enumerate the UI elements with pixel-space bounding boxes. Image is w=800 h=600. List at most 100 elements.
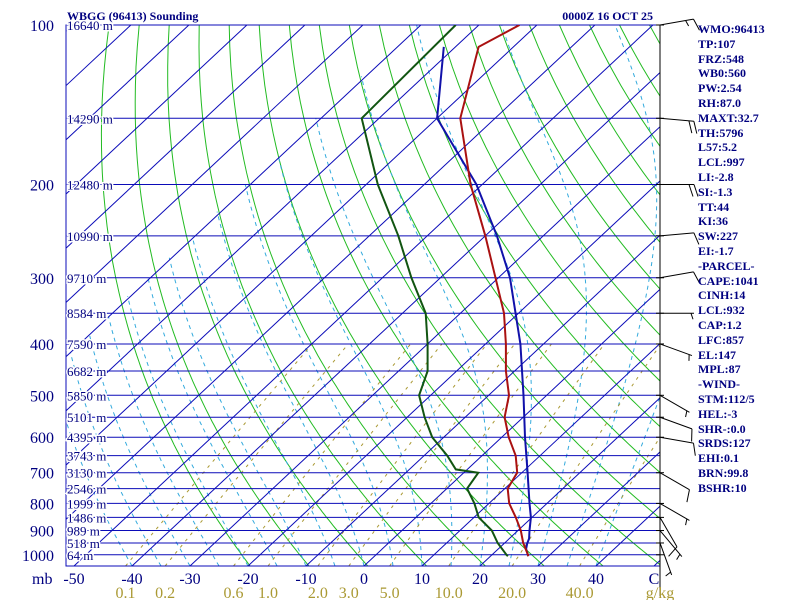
sounding-title: WBGG (96413) Sounding bbox=[67, 9, 198, 23]
mixing-ratio-label: 0.6 bbox=[224, 585, 244, 600]
dry-adiabat bbox=[167, 25, 369, 566]
height-label: 10990 m bbox=[67, 229, 113, 244]
pressure-label: 400 bbox=[30, 337, 54, 354]
moist-adiabat bbox=[315, 118, 453, 566]
wind-barb bbox=[656, 183, 699, 197]
height-label: 64 m bbox=[67, 548, 93, 563]
height-label: 7590 m bbox=[67, 337, 106, 352]
moist-adiabat bbox=[595, 395, 660, 566]
temperature-tick-label: -50 bbox=[63, 571, 84, 588]
pressure-unit-label: mb bbox=[32, 571, 52, 588]
moist-adiabat bbox=[191, 235, 336, 566]
dry-adiabat bbox=[258, 25, 545, 566]
height-label: 518 m bbox=[67, 536, 100, 551]
wind-barb bbox=[656, 502, 690, 526]
pressure-label: 500 bbox=[30, 388, 54, 405]
moist-adiabat bbox=[70, 352, 162, 566]
pressure-label: 600 bbox=[30, 430, 54, 447]
sounding-index: EHI:0.1 bbox=[698, 451, 740, 466]
wind-barb bbox=[656, 312, 694, 320]
dry-adiabat bbox=[498, 25, 660, 290]
height-label: 8584 m bbox=[67, 306, 106, 321]
sounding-index: -PARCEL- bbox=[698, 258, 755, 273]
temperature-tick-label: -20 bbox=[237, 571, 258, 588]
wind-barb bbox=[656, 436, 696, 456]
mixing-ratio-line bbox=[389, 343, 552, 566]
moist-adiabat bbox=[127, 296, 249, 566]
mixing-ratio-label: 2.0 bbox=[308, 585, 328, 600]
wind-barb bbox=[656, 18, 700, 31]
wind-barb bbox=[656, 271, 700, 284]
wind-barb bbox=[656, 117, 698, 134]
pressure-label: 1000 bbox=[22, 548, 54, 565]
temperature-tick-label: C bbox=[649, 571, 660, 588]
dry-adiabat bbox=[288, 25, 604, 566]
isotherm bbox=[73, 25, 654, 566]
temperature-tick-label: 20 bbox=[472, 571, 488, 588]
sounding-index: TP:107 bbox=[698, 36, 736, 51]
dry-adiabat bbox=[318, 25, 660, 566]
wind-barb bbox=[656, 394, 690, 418]
isotherm bbox=[66, 25, 538, 466]
mixing-ratio-line bbox=[348, 343, 516, 566]
dry-adiabat bbox=[348, 25, 660, 520]
sounding-index: TT:44 bbox=[698, 199, 730, 214]
indices-panel: WMO:96413 TP:107 FRZ:548 WB0:560 PW:2.54 RH:8… bbox=[698, 22, 798, 496]
mixing-ratio-line bbox=[317, 343, 488, 566]
mixing-ratio-label: 20.0 bbox=[498, 585, 526, 600]
sounding-index: WMO:96413 bbox=[698, 22, 765, 36]
moist-adiabat bbox=[108, 316, 220, 566]
sounding-index: CAPE:1041 bbox=[698, 273, 759, 288]
sounding-index: HEL:-3 bbox=[698, 406, 738, 421]
isotherm bbox=[189, 126, 660, 566]
isotherm bbox=[66, 25, 422, 358]
dry-adiabat bbox=[408, 25, 660, 428]
mixing-ratio-label: 40.0 bbox=[566, 585, 594, 600]
pressure-label: 300 bbox=[30, 271, 54, 288]
sounding-index: FRZ:548 bbox=[698, 51, 744, 66]
mixing-ratio-label: 3.0 bbox=[339, 585, 359, 600]
isotherm bbox=[66, 25, 190, 141]
dry-adiabat bbox=[378, 25, 660, 474]
wind-barb bbox=[656, 232, 700, 245]
dry-adiabat bbox=[100, 25, 251, 566]
height-label: 12480 m bbox=[67, 177, 113, 192]
temperature-tick-label: -40 bbox=[121, 571, 142, 588]
isotherm bbox=[66, 25, 132, 87]
isotherm bbox=[66, 25, 596, 520]
wind-barb bbox=[656, 343, 693, 361]
moist-adiabat bbox=[147, 277, 278, 566]
temperature-tick-label: 30 bbox=[530, 571, 546, 588]
moist-adiabat bbox=[501, 25, 587, 566]
height-label: 1486 m bbox=[67, 510, 106, 525]
sounding-index: RH:87.0 bbox=[698, 95, 741, 110]
temperature-tick-label: 10 bbox=[414, 571, 430, 588]
dry-adiabat bbox=[468, 25, 660, 336]
height-label: 3130 m bbox=[67, 466, 106, 481]
sounding-index: LCL:932 bbox=[698, 303, 745, 318]
temperature-tick-label: -30 bbox=[179, 571, 200, 588]
height-label: 16640 m bbox=[67, 18, 113, 33]
dry-adiabat bbox=[438, 25, 660, 382]
mixing-ratio-line bbox=[511, 344, 660, 566]
isotherm bbox=[131, 71, 660, 566]
sounding-index: CINH:14 bbox=[698, 288, 746, 303]
sounding-index: MPL:87 bbox=[698, 362, 741, 377]
mixing-ratio-label: 0.1 bbox=[116, 585, 136, 600]
temperature-tick-label: 0 bbox=[360, 571, 368, 588]
sounding-time: 0000Z 16 OCT 25 bbox=[562, 9, 653, 23]
sounding-index: SW:227 bbox=[698, 229, 739, 244]
wind-barb bbox=[656, 516, 678, 557]
sounding-index: CAP:1.2 bbox=[698, 317, 742, 332]
wind-barb bbox=[656, 472, 690, 503]
dry-adiabat bbox=[198, 25, 427, 566]
mixing-unit-label: g/kg bbox=[646, 585, 674, 600]
mixing-ratio-label: 0.2 bbox=[155, 585, 175, 600]
sounding-index: STM:112/5 bbox=[698, 391, 755, 406]
dry-adiabat bbox=[134, 25, 310, 566]
sounding-index: TH:5796 bbox=[698, 125, 744, 140]
sounding-index: EL:147 bbox=[698, 347, 737, 362]
moist-adiabat bbox=[566, 25, 658, 566]
height-label: 14290 m bbox=[67, 111, 113, 126]
moist-adiabat bbox=[244, 184, 394, 566]
